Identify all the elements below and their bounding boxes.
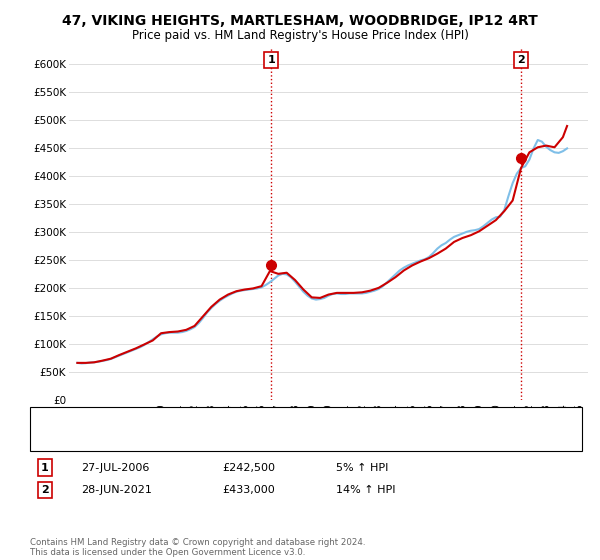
Text: 5% ↑ HPI: 5% ↑ HPI xyxy=(336,463,388,473)
Text: 1: 1 xyxy=(267,55,275,65)
Text: —: — xyxy=(36,431,52,446)
Text: 47, VIKING HEIGHTS, MARTLESHAM, WOODBRIDGE, IP12 4RT: 47, VIKING HEIGHTS, MARTLESHAM, WOODBRID… xyxy=(62,14,538,28)
Text: 1: 1 xyxy=(41,463,49,473)
Text: 47, VIKING HEIGHTS, MARTLESHAM, WOODBRIDGE, IP12 4RT (detached house): 47, VIKING HEIGHTS, MARTLESHAM, WOODBRID… xyxy=(57,412,451,422)
Text: £242,500: £242,500 xyxy=(222,463,275,473)
Text: —: — xyxy=(36,410,52,424)
Text: 2: 2 xyxy=(41,485,49,495)
Text: £433,000: £433,000 xyxy=(222,485,275,495)
Text: Price paid vs. HM Land Registry's House Price Index (HPI): Price paid vs. HM Land Registry's House … xyxy=(131,29,469,42)
Text: 28-JUN-2021: 28-JUN-2021 xyxy=(81,485,152,495)
Text: 2: 2 xyxy=(517,55,525,65)
Text: 27-JUL-2006: 27-JUL-2006 xyxy=(81,463,149,473)
Text: 14% ↑ HPI: 14% ↑ HPI xyxy=(336,485,395,495)
Text: HPI: Average price, detached house, East Suffolk: HPI: Average price, detached house, East… xyxy=(57,433,301,444)
Text: Contains HM Land Registry data © Crown copyright and database right 2024.
This d: Contains HM Land Registry data © Crown c… xyxy=(30,538,365,557)
